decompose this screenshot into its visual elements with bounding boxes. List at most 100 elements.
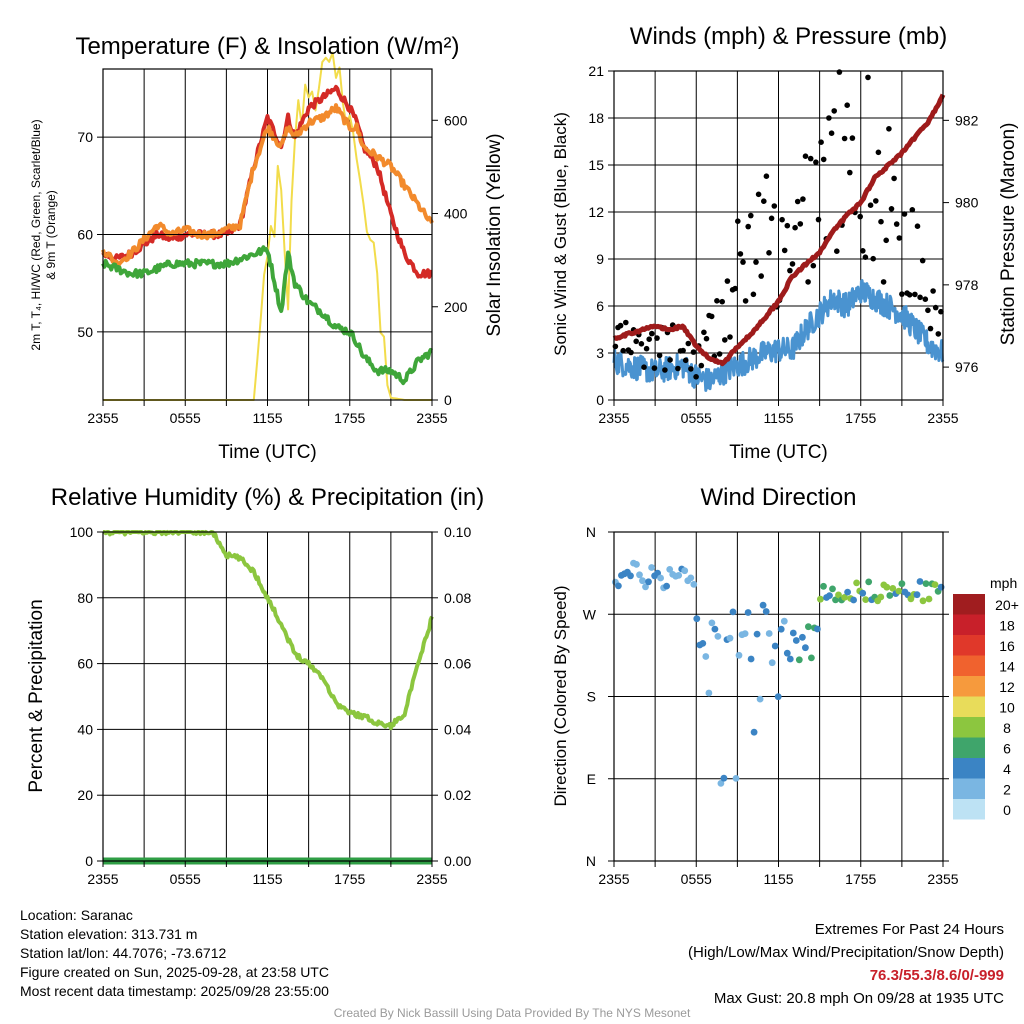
wind-direction-point — [802, 644, 809, 652]
9m-t-line — [101, 103, 434, 269]
wind-ytick-label: 6 — [596, 298, 604, 314]
wind-direction-point — [771, 642, 779, 650]
wind-gust-point — [643, 345, 650, 352]
figure-created: Figure created on Sun, 2025-09-28, at 23… — [20, 964, 329, 980]
wind-gust-point — [857, 213, 863, 220]
wind-xtick-label: 1155 — [763, 410, 793, 426]
rh-y2tick-label: 0.10 — [444, 524, 471, 540]
wind-direction-point — [702, 653, 710, 660]
speed-legend-swatch — [953, 635, 985, 656]
wind-gust-point — [841, 135, 848, 142]
wind-direction-point — [708, 619, 716, 627]
temp-y2tick-label: 0 — [444, 392, 452, 408]
dir-ytick-label: N — [586, 853, 596, 869]
wind-gust-point — [680, 347, 686, 354]
wind-gust-point — [722, 337, 728, 343]
wind-gust-point — [761, 198, 767, 204]
wind-direction-point — [777, 625, 785, 633]
wind-ytick-label: 12 — [588, 204, 604, 220]
speed-legend-swatch — [953, 799, 985, 820]
wind-ytick-label: 18 — [588, 110, 604, 126]
speed-legend-swatch — [953, 717, 985, 738]
wind-direction-point — [753, 630, 761, 638]
wind-direction-point — [913, 591, 921, 599]
wind-gust-point — [847, 169, 853, 176]
wind-direction-point — [744, 609, 752, 616]
wind-direction-point — [829, 585, 836, 593]
wind-direction-point — [805, 623, 812, 631]
wind-gust-point — [867, 202, 874, 208]
wind-direction-point — [717, 780, 725, 787]
wind-direction-point — [711, 625, 719, 633]
wind-gust-point — [938, 308, 944, 315]
wind-gust-point — [914, 223, 921, 229]
wind-gust-point — [641, 364, 647, 371]
wind-gust-point — [828, 130, 835, 136]
wind-direction-point — [636, 571, 643, 579]
wind-gust-point — [880, 279, 887, 285]
wind-gust-point — [708, 313, 715, 320]
wind-gust-point — [693, 374, 699, 380]
wind-gust-point — [633, 338, 639, 345]
speed-legend-label: 14 — [999, 659, 1015, 675]
wind-title: Winds (mph) & Pressure (mb) — [630, 23, 947, 50]
speed-legend-swatch — [953, 655, 985, 676]
wind-direction-point — [780, 617, 788, 625]
wind-direction-point — [732, 775, 740, 782]
temp-ylabel-line1: 2m T, T₄, HI/WC (Red, Green, Scarlet/Blu… — [29, 119, 43, 350]
wind-direction-point — [799, 633, 806, 641]
rh-ytick-label: 20 — [77, 787, 93, 803]
wind-direction-point — [916, 578, 924, 585]
wind-direction-point — [756, 695, 764, 703]
wind-gust-point — [651, 365, 658, 371]
wind-gust-point — [810, 262, 817, 269]
wind-direction-point — [633, 561, 640, 568]
speed-legend-swatch — [953, 676, 985, 697]
rh-y2tick-label: 0.00 — [444, 853, 471, 869]
wind-ytick-label: 9 — [596, 251, 604, 267]
wind-direction-point — [795, 656, 803, 664]
credit-text: Created By Nick Bassill Using Data Provi… — [333, 1006, 691, 1020]
wind-gust-point — [844, 102, 850, 108]
wind-direction-point — [853, 579, 860, 587]
extremes-title: Extremes For Past 24 Hours — [814, 921, 1004, 938]
wind-direction-point — [862, 596, 870, 603]
wind-gust-point — [735, 218, 741, 224]
wind-xtick-label: 0555 — [681, 410, 712, 426]
temp-y2tick-label: 600 — [444, 112, 468, 128]
rh-xtick-label: 0555 — [170, 871, 201, 887]
rh-y2tick-label: 0.06 — [444, 656, 471, 672]
wind-gust-point — [742, 298, 749, 304]
wind-gust-point — [771, 203, 778, 209]
wind-gust-point — [925, 307, 931, 314]
wind-gust-point — [740, 259, 746, 265]
temp-xtick-label: 0555 — [170, 410, 201, 426]
wind-direction-point — [826, 592, 833, 599]
wind-direction-point — [615, 582, 622, 590]
temp-title: Temperature (F) & Insolation (W/m²) — [75, 33, 459, 60]
wind-gust-point — [716, 351, 723, 357]
wind-gust-point — [836, 69, 843, 75]
wind-direction-point — [726, 634, 734, 642]
wind-gust-point — [792, 224, 798, 231]
wind-direction-point — [693, 615, 701, 623]
speed-legend-label: 2 — [1003, 782, 1011, 798]
wind-gust-point — [748, 212, 754, 219]
wind-gust-point — [883, 237, 889, 244]
speed-legend-swatch — [953, 594, 985, 615]
wind-gust-point — [662, 367, 668, 373]
wind-ytick-label: 21 — [588, 63, 604, 79]
wind-direction-point — [832, 596, 839, 604]
extremes-panel: Extremes For Past 24 Hours (High/Low/Max… — [688, 918, 1004, 1010]
wind-gust-point — [781, 247, 788, 254]
wind-gust-point — [800, 196, 806, 202]
dir-ytick-label: N — [586, 524, 596, 540]
2m-t-line — [101, 84, 433, 279]
max-gust: Max Gust: 20.8 mph On 09/28 at 1935 UTC — [713, 990, 1004, 1007]
wind-gust-point — [813, 159, 819, 165]
wind-gust-point — [815, 216, 822, 223]
wind-gust-point — [831, 108, 837, 114]
wind-gust-point — [763, 173, 770, 179]
wind-ytick-label: 0 — [596, 392, 604, 408]
wind-gust-point — [886, 126, 892, 132]
